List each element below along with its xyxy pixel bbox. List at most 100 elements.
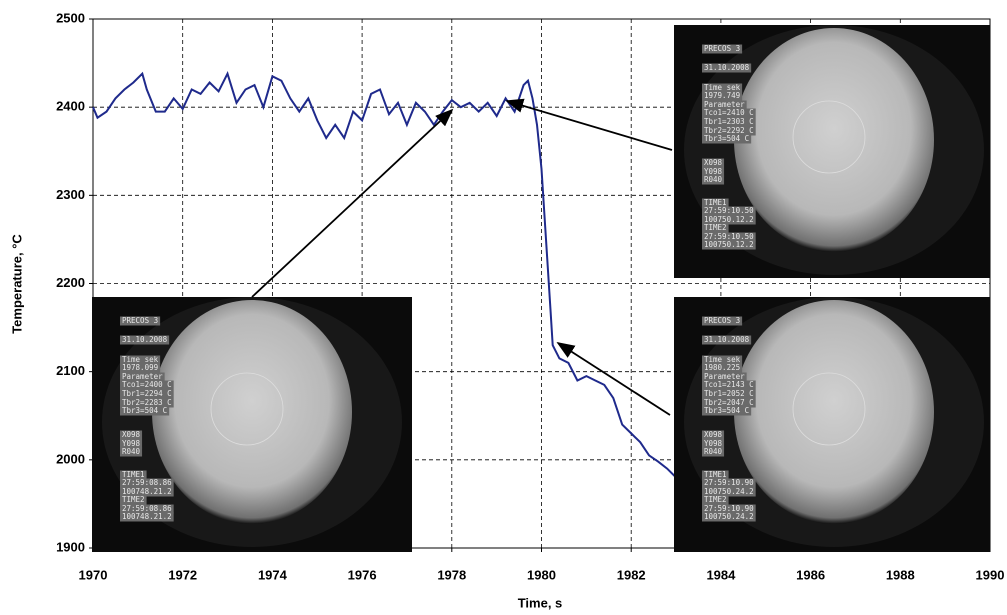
inset-label-bg (120, 504, 174, 514)
inset-label-bg (702, 372, 747, 382)
inset-label-bg (702, 470, 729, 480)
inset-label: X098 (122, 430, 141, 439)
inset-image: PRECOS 3 31.10.2008 Time sek1979.749Parame… (674, 25, 990, 278)
inset-label-bg (702, 355, 743, 365)
inset-label: 27:59:08.86 (122, 478, 172, 487)
inset-label-bg (702, 439, 725, 449)
inset-label: 27:59:10.50 (704, 232, 754, 241)
y-tick-label: 2300 (56, 187, 85, 202)
inset-label: TIME1 (704, 198, 727, 207)
inset-label: Parameter (122, 372, 163, 381)
inset-label: Tbr1=2303 C (704, 117, 754, 126)
inset-label: Tbr1=2294 C (122, 389, 172, 398)
inset-label-bg (702, 206, 756, 216)
inset-label: X098 (704, 158, 723, 167)
inset-label: 1978.099 (122, 363, 158, 372)
arrow (251, 108, 454, 298)
y-tick-label: 2000 (56, 451, 85, 466)
y-tick-label: 2100 (56, 363, 85, 378)
inset-label: Tbr2=2283 C (122, 398, 172, 407)
inset-label: X098 (704, 430, 723, 439)
inset-label-bg (702, 335, 752, 345)
x-tick-label: 1978 (437, 567, 466, 582)
inset-label-bg (702, 126, 756, 136)
inset-label-bg (702, 215, 756, 225)
x-axis-label: Time, s (518, 595, 563, 610)
arrow (556, 342, 671, 416)
inset-label-bg (702, 380, 756, 390)
inset-image: PRECOS 3 31.10.2008 Time sek1978.099Parame… (92, 297, 412, 552)
inset-label-bg (120, 430, 143, 440)
inset-label: Tbr3=504 C (704, 406, 749, 415)
inset-label: TIME2 (704, 223, 727, 232)
inset-label: 100750.12.2 (704, 215, 754, 224)
inset-label-bg (120, 316, 161, 326)
inset-label-bg (702, 117, 756, 127)
inset-label: Time sek (704, 83, 741, 92)
inset-label-bg (702, 175, 725, 185)
inset-label-bg (702, 232, 756, 242)
inset-label-bg (702, 44, 743, 54)
inset-label-bg (702, 487, 756, 497)
inset-label-bg (702, 398, 756, 408)
inset-label-bg (120, 355, 161, 365)
inset-label-bg (120, 512, 174, 522)
inset-label-bg (120, 439, 143, 449)
inset-label: 31.10.2008 (704, 63, 750, 72)
inset-label: 1980.225 (704, 363, 740, 372)
y-tick-label: 2500 (56, 10, 85, 25)
inset-label: Y098 (704, 167, 723, 176)
inset-label-bg (702, 430, 725, 440)
inset-label-bg (702, 512, 756, 522)
inset-label: TIME1 (122, 470, 145, 479)
inset-label-bg (702, 504, 756, 514)
inset-label: 1979.749 (704, 91, 740, 100)
inset-label: 100750.24.2 (704, 487, 754, 496)
inset-blob (152, 300, 352, 524)
inset-label: Parameter (704, 100, 745, 109)
x-tick-label: 1988 (886, 567, 915, 582)
inset-image: PRECOS 3 31.10.2008 Time sek1980.225Parame… (674, 297, 990, 552)
inset-ring (792, 100, 866, 174)
inset-label: PRECOS 3 (122, 316, 158, 325)
x-tick-label: 1974 (258, 567, 288, 582)
x-tick-label: 1986 (796, 567, 825, 582)
inset-blob (734, 300, 934, 524)
inset-label-bg (702, 91, 743, 101)
y-tick-label: 2400 (56, 99, 85, 114)
x-tick-label: 1970 (79, 567, 108, 582)
inset-label-bg (702, 63, 752, 73)
inset-label-bg (120, 406, 170, 416)
inset-label: Tbr3=504 C (704, 134, 749, 143)
inset-label-bg (702, 83, 743, 93)
inset-label-bg (120, 380, 174, 390)
inset-label: Tbr2=2047 C (704, 398, 754, 407)
inset-label: 31.10.2008 (122, 335, 168, 344)
inset-ring (210, 372, 284, 446)
line (92, 71, 677, 479)
inset-label-bg (702, 240, 756, 250)
inset-label: Time sek (122, 355, 159, 364)
inset-label-bg (702, 100, 747, 110)
inset-label-bg (702, 389, 756, 399)
inset-label-bg (702, 167, 725, 177)
inset-blob (734, 28, 934, 252)
inset-label: Time sek (704, 355, 741, 364)
inset-label-bg (120, 495, 147, 505)
inset-label: R040 (704, 447, 723, 456)
inset-label-bg (702, 406, 752, 416)
inset-label: Tco1=2400 C (122, 380, 172, 389)
inset-label: Tco1=2410 C (704, 108, 754, 117)
inset-label: TIME1 (704, 470, 727, 479)
inset-label-bg (702, 495, 729, 505)
arrows (251, 98, 673, 416)
x-tick-label: 1990 (976, 567, 1005, 582)
inset-label: Tbr3=504 C (122, 406, 167, 415)
arrow (505, 98, 673, 151)
inset-label-bg (702, 108, 756, 118)
inset-label-bg (702, 363, 743, 373)
inset-label-bg (120, 487, 174, 497)
x-tick-label: 1972 (168, 567, 197, 582)
inset-label: Tco1=2143 C (704, 380, 754, 389)
inset-label-bg (120, 389, 174, 399)
